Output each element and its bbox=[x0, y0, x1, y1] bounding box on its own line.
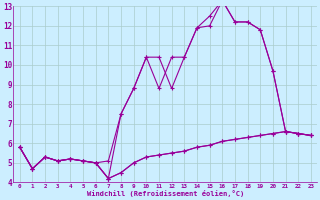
X-axis label: Windchill (Refroidissement éolien,°C): Windchill (Refroidissement éolien,°C) bbox=[87, 190, 244, 197]
